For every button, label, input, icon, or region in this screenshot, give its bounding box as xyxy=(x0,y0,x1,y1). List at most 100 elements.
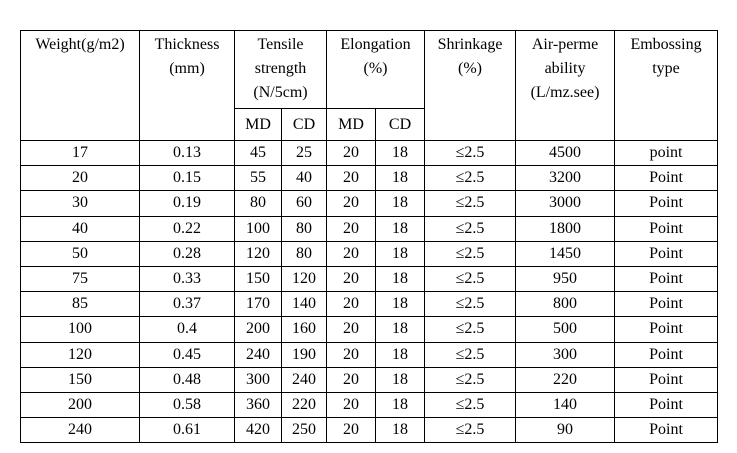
cell-tensile-cd: 60 xyxy=(280,190,328,217)
cell-elongation-cd: 18 xyxy=(375,139,426,167)
cell-air-permeability: 500 xyxy=(515,316,616,343)
cell-weight: 50 xyxy=(20,240,140,267)
header-elongation: Elongation (%) xyxy=(326,30,426,109)
cell-tensile-cd: 250 xyxy=(280,417,328,444)
cell-tensile-md: 120 xyxy=(234,240,282,267)
cell-embossing-type: point xyxy=(614,139,719,167)
table-row: 30 0.19 80 60 20 18 ≤2.5 3000 Point xyxy=(20,190,719,217)
cell-shrinkage: ≤2.5 xyxy=(424,190,517,217)
cell-tensile-cd: 220 xyxy=(280,391,328,419)
cell-thickness: 0.22 xyxy=(139,215,235,242)
cell-thickness: 0.45 xyxy=(139,341,235,368)
cell-embossing-type: Point xyxy=(614,215,719,242)
cell-air-permeability: 4500 xyxy=(515,139,616,167)
cell-embossing-type: Point xyxy=(614,190,719,217)
table-row: 100 0.4 200 160 20 18 ≤2.5 500 Point xyxy=(20,316,719,343)
table-header: Weight(g/m2) Thickness (mm) Tensile stre… xyxy=(20,30,719,141)
cell-air-permeability: 3200 xyxy=(515,165,616,192)
header-tensile-cd: CD xyxy=(280,108,328,141)
cell-air-permeability: 300 xyxy=(515,341,616,368)
cell-weight: 240 xyxy=(20,417,140,444)
cell-air-permeability: 1800 xyxy=(515,215,616,242)
table-row: 40 0.22 100 80 20 18 ≤2.5 1800 Point xyxy=(20,215,719,242)
cell-weight: 75 xyxy=(20,265,140,293)
cell-tensile-md: 420 xyxy=(234,417,282,444)
cell-shrinkage: ≤2.5 xyxy=(424,391,517,419)
table-row: 240 0.61 420 250 20 18 ≤2.5 90 Point xyxy=(20,417,719,444)
header-tensile-strength: Tensile strength (N/5cm) xyxy=(233,30,328,109)
cell-tensile-cd: 120 xyxy=(280,265,328,293)
table-row: 120 0.45 240 190 20 18 ≤2.5 300 Point xyxy=(20,341,719,368)
cell-shrinkage: ≤2.5 xyxy=(424,417,517,444)
cell-thickness: 0.13 xyxy=(139,139,235,167)
cell-weight: 100 xyxy=(20,316,140,343)
cell-weight: 150 xyxy=(20,366,140,393)
cell-weight: 20 xyxy=(20,165,140,192)
cell-thickness: 0.33 xyxy=(139,265,235,293)
cell-air-permeability: 950 xyxy=(515,265,616,293)
header-thickness: Thickness (mm) xyxy=(139,30,235,141)
header-tensile-md: MD xyxy=(234,108,282,141)
cell-elongation-md: 20 xyxy=(326,391,377,419)
cell-shrinkage: ≤2.5 xyxy=(424,291,517,318)
cell-embossing-type: Point xyxy=(614,291,719,318)
cell-air-permeability: 140 xyxy=(515,391,616,419)
cell-tensile-md: 360 xyxy=(234,391,282,419)
cell-embossing-type: Point xyxy=(614,316,719,343)
cell-thickness: 0.48 xyxy=(139,366,235,393)
cell-shrinkage: ≤2.5 xyxy=(424,240,517,267)
cell-thickness: 0.61 xyxy=(139,417,235,444)
cell-elongation-md: 20 xyxy=(326,291,377,318)
cell-air-permeability: 800 xyxy=(515,291,616,318)
cell-thickness: 0.15 xyxy=(139,165,235,192)
cell-weight: 85 xyxy=(20,291,140,318)
cell-embossing-type: Point xyxy=(614,240,719,267)
cell-elongation-cd: 18 xyxy=(375,240,426,267)
header-elongation-md: MD xyxy=(326,108,377,141)
cell-weight: 17 xyxy=(20,139,140,167)
cell-weight: 40 xyxy=(20,215,140,242)
table-row: 200 0.58 360 220 20 18 ≤2.5 140 Point xyxy=(20,391,719,419)
spec-table: Weight(g/m2) Thickness (mm) Tensile stre… xyxy=(20,30,719,444)
cell-tensile-md: 240 xyxy=(234,341,282,368)
cell-weight: 30 xyxy=(20,190,140,217)
cell-air-permeability: 220 xyxy=(515,366,616,393)
cell-shrinkage: ≤2.5 xyxy=(424,316,517,343)
table-body: 17 0.13 45 25 20 18 ≤2.5 4500 point 20 0.15 55 40 20 1… xyxy=(20,139,719,444)
header-shrinkage: Shrinkage (%) xyxy=(424,30,517,141)
cell-shrinkage: ≤2.5 xyxy=(424,265,517,293)
cell-air-permeability: 1450 xyxy=(515,240,616,267)
header-air-permeability: Air-perme ability (L/mz.see) xyxy=(515,30,616,141)
cell-air-permeability: 3000 xyxy=(515,190,616,217)
cell-tensile-cd: 240 xyxy=(280,366,328,393)
table-row: 17 0.13 45 25 20 18 ≤2.5 4500 point xyxy=(20,139,719,167)
cell-weight: 200 xyxy=(20,391,140,419)
cell-tensile-cd: 80 xyxy=(280,215,328,242)
cell-elongation-md: 20 xyxy=(326,240,377,267)
cell-elongation-md: 20 xyxy=(326,417,377,444)
cell-elongation-md: 20 xyxy=(326,366,377,393)
cell-tensile-cd: 25 xyxy=(280,139,328,167)
cell-tensile-md: 200 xyxy=(234,316,282,343)
cell-thickness: 0.4 xyxy=(139,316,235,343)
table-row: 50 0.28 120 80 20 18 ≤2.5 1450 Point xyxy=(20,240,719,267)
header-embossing-type: Embossing type xyxy=(614,30,719,141)
cell-thickness: 0.28 xyxy=(139,240,235,267)
cell-elongation-cd: 18 xyxy=(375,215,426,242)
cell-tensile-md: 45 xyxy=(234,139,282,167)
cell-thickness: 0.19 xyxy=(139,190,235,217)
cell-elongation-cd: 18 xyxy=(375,190,426,217)
cell-tensile-cd: 80 xyxy=(280,240,328,267)
cell-elongation-cd: 18 xyxy=(375,366,426,393)
cell-shrinkage: ≤2.5 xyxy=(424,165,517,192)
cell-elongation-cd: 18 xyxy=(375,316,426,343)
cell-embossing-type: Point xyxy=(614,417,719,444)
cell-embossing-type: Point xyxy=(614,366,719,393)
table-row: 20 0.15 55 40 20 18 ≤2.5 3200 Point xyxy=(20,165,719,192)
cell-elongation-cd: 18 xyxy=(375,165,426,192)
cell-elongation-md: 20 xyxy=(326,190,377,217)
cell-elongation-md: 20 xyxy=(326,341,377,368)
cell-tensile-cd: 140 xyxy=(280,291,328,318)
cell-shrinkage: ≤2.5 xyxy=(424,366,517,393)
cell-elongation-md: 20 xyxy=(326,316,377,343)
